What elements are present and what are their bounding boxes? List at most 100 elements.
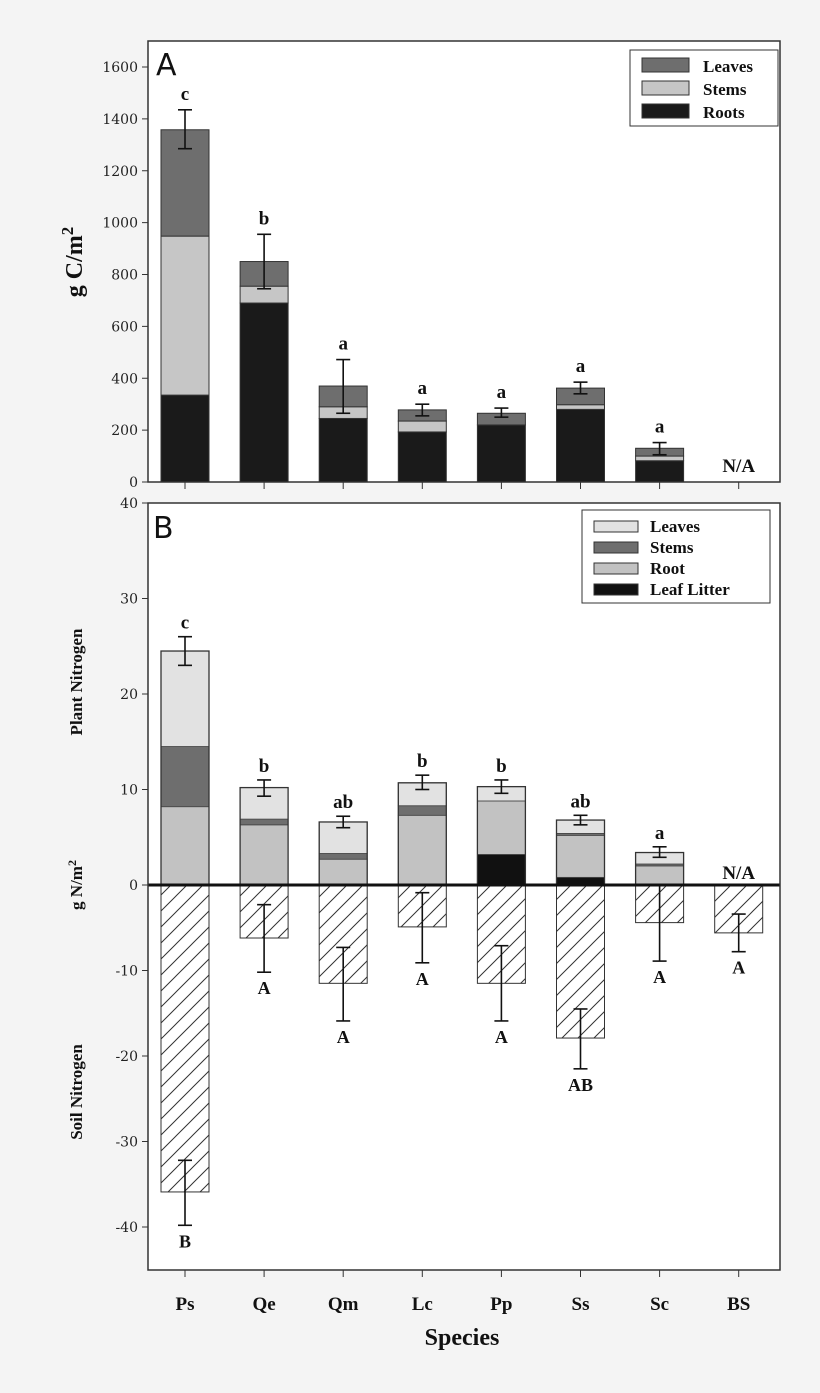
plant-letter-Ps: c xyxy=(181,613,189,634)
bar-root-Ss xyxy=(556,834,605,878)
significance-letter-BS: N/A xyxy=(722,456,755,477)
legend-swatch-stems xyxy=(641,80,690,96)
y-tick-label: -10 xyxy=(115,964,138,980)
x-tick-label-Ss: Ss xyxy=(572,1294,590,1315)
ylabel-sup: 2 xyxy=(65,860,79,866)
bar-stems-Lc xyxy=(397,420,447,433)
y-tick-label: -40 xyxy=(115,1220,138,1236)
y-tick-label: 10 xyxy=(120,783,138,799)
legend-swatch-stems xyxy=(593,541,639,554)
significance-letter-Qe: b xyxy=(259,208,270,229)
bar-root-Qe xyxy=(239,824,289,886)
plant-letter-Lc: b xyxy=(417,751,428,772)
legend-swatch-root xyxy=(593,562,639,575)
bar-stems-Sc xyxy=(635,455,685,462)
legend-swatch-roots xyxy=(641,103,690,119)
plant-letter-Sc: a xyxy=(655,823,665,844)
y-tick-label: 400 xyxy=(111,371,138,387)
soil-letter-BS: A xyxy=(732,958,745,978)
y-tick-label: 1200 xyxy=(102,164,138,180)
panel-a: 0 200 400 600 800 1000 1200 1400 1600 c b a a a a a N/A L… xyxy=(102,49,779,491)
y-tick-label: 1000 xyxy=(102,216,138,232)
bar-stems-Ps xyxy=(160,746,210,808)
bar-soil-Ps xyxy=(160,884,210,1193)
panel-a-label: A xyxy=(156,48,177,83)
y-tick-label: -20 xyxy=(115,1049,138,1065)
legend-label-leaves: Leaves xyxy=(650,517,700,536)
bar-root-Pp xyxy=(476,800,526,855)
legend-label-stems: Stems xyxy=(650,538,694,557)
ylabel-sup: 2 xyxy=(58,227,77,236)
x-tick-label-BS: BS xyxy=(727,1294,750,1315)
y-tick-label: 40 xyxy=(120,496,138,512)
bar-leaves-Ps xyxy=(160,650,210,747)
significance-letter-Ps: c xyxy=(181,84,189,105)
legend-label-leaf-litter: Leaf Litter xyxy=(650,580,730,599)
y-tick-label: 200 xyxy=(111,423,138,439)
bar-root-Lc xyxy=(397,814,447,885)
bar-stems-Qm xyxy=(318,853,368,860)
panel-b-ylabel-upper: Plant Nitrogen xyxy=(67,628,86,735)
x-tick-label-Qe: Qe xyxy=(252,1294,275,1315)
y-tick-label: 800 xyxy=(111,268,138,284)
legend-label-roots: Roots xyxy=(703,103,745,122)
panel-b-ylabel: g N/m2 xyxy=(65,860,86,910)
ylabel-base: g C/m xyxy=(62,235,88,297)
legend-swatch-leaf-litter xyxy=(593,583,639,596)
legend-swatch-leaves xyxy=(593,520,639,533)
bar-roots-Sc xyxy=(635,460,685,483)
significance-letter-Pp: a xyxy=(497,382,507,403)
panel-a-frame xyxy=(147,40,781,483)
panel-b-frame xyxy=(147,502,781,1271)
plant-letter-Qe: b xyxy=(259,756,270,777)
soil-letter-Qm: A xyxy=(337,1027,350,1047)
bar-leaf-litter-Pp xyxy=(476,854,526,886)
bar-roots-Ss xyxy=(556,408,605,483)
significance-letter-Sc: a xyxy=(655,417,665,438)
x-tick-label-Sc: Sc xyxy=(650,1294,669,1315)
x-tick-label-Ps: Ps xyxy=(176,1294,195,1315)
bar-roots-Ps xyxy=(160,394,210,483)
plant-letter-Ss: ab xyxy=(570,791,590,812)
y-tick-label: 1400 xyxy=(102,112,138,128)
significance-letter-Lc: a xyxy=(418,378,428,399)
soil-letter-Ss: AB xyxy=(568,1075,593,1095)
soil-letter-Sc: A xyxy=(653,967,666,987)
y-tick-label: 30 xyxy=(120,592,138,608)
panel-b-ylabel-lower: Soil Nitrogen xyxy=(67,1044,86,1140)
y-tick-label: 20 xyxy=(120,687,138,703)
plant-letter-Pp: b xyxy=(496,756,507,777)
y-tick-label: 0 xyxy=(129,475,138,491)
panel-b-label: B xyxy=(153,511,174,546)
x-tick-label-Pp: Pp xyxy=(490,1294,512,1315)
plant-letter-BS: N/A xyxy=(722,863,755,884)
significance-letter-Qm: a xyxy=(338,334,348,355)
bar-roots-Qe xyxy=(239,302,289,483)
bar-root-Qm xyxy=(318,858,368,886)
panel-a-ylabel: g C/m2 xyxy=(58,227,88,298)
panel-b: -40-30-20-10010203040PsBcQeAbQmAabLcAbPp… xyxy=(115,496,780,1315)
x-tick-label-Lc: Lc xyxy=(412,1294,433,1315)
soil-letter-Ps: B xyxy=(179,1231,191,1251)
bar-roots-Pp xyxy=(476,424,526,483)
bar-stems-Lc xyxy=(397,805,447,816)
bar-root-Sc xyxy=(635,865,684,886)
bar-stems-Ps xyxy=(160,235,210,396)
ylabel-base: g N/m xyxy=(67,866,86,910)
significance-letter-Ss: a xyxy=(576,356,586,377)
soil-letter-Pp: A xyxy=(495,1027,508,1047)
plant-letter-Qm: ab xyxy=(333,792,353,813)
bar-stems-Qe xyxy=(239,818,289,826)
x-axis-label: Species xyxy=(425,1325,500,1351)
y-tick-label: 1600 xyxy=(102,60,138,76)
legend-label-leaves: Leaves xyxy=(703,57,753,76)
soil-letter-Qe: A xyxy=(258,978,271,998)
bar-stems-Ss xyxy=(556,404,605,410)
legend-swatch-leaves xyxy=(641,57,690,73)
legend-label-stems: Stems xyxy=(703,80,747,99)
bar-root-Ps xyxy=(160,806,210,885)
x-tick-label-Qm: Qm xyxy=(328,1294,359,1315)
y-tick-label: -30 xyxy=(115,1135,138,1151)
bar-roots-Lc xyxy=(397,431,447,483)
